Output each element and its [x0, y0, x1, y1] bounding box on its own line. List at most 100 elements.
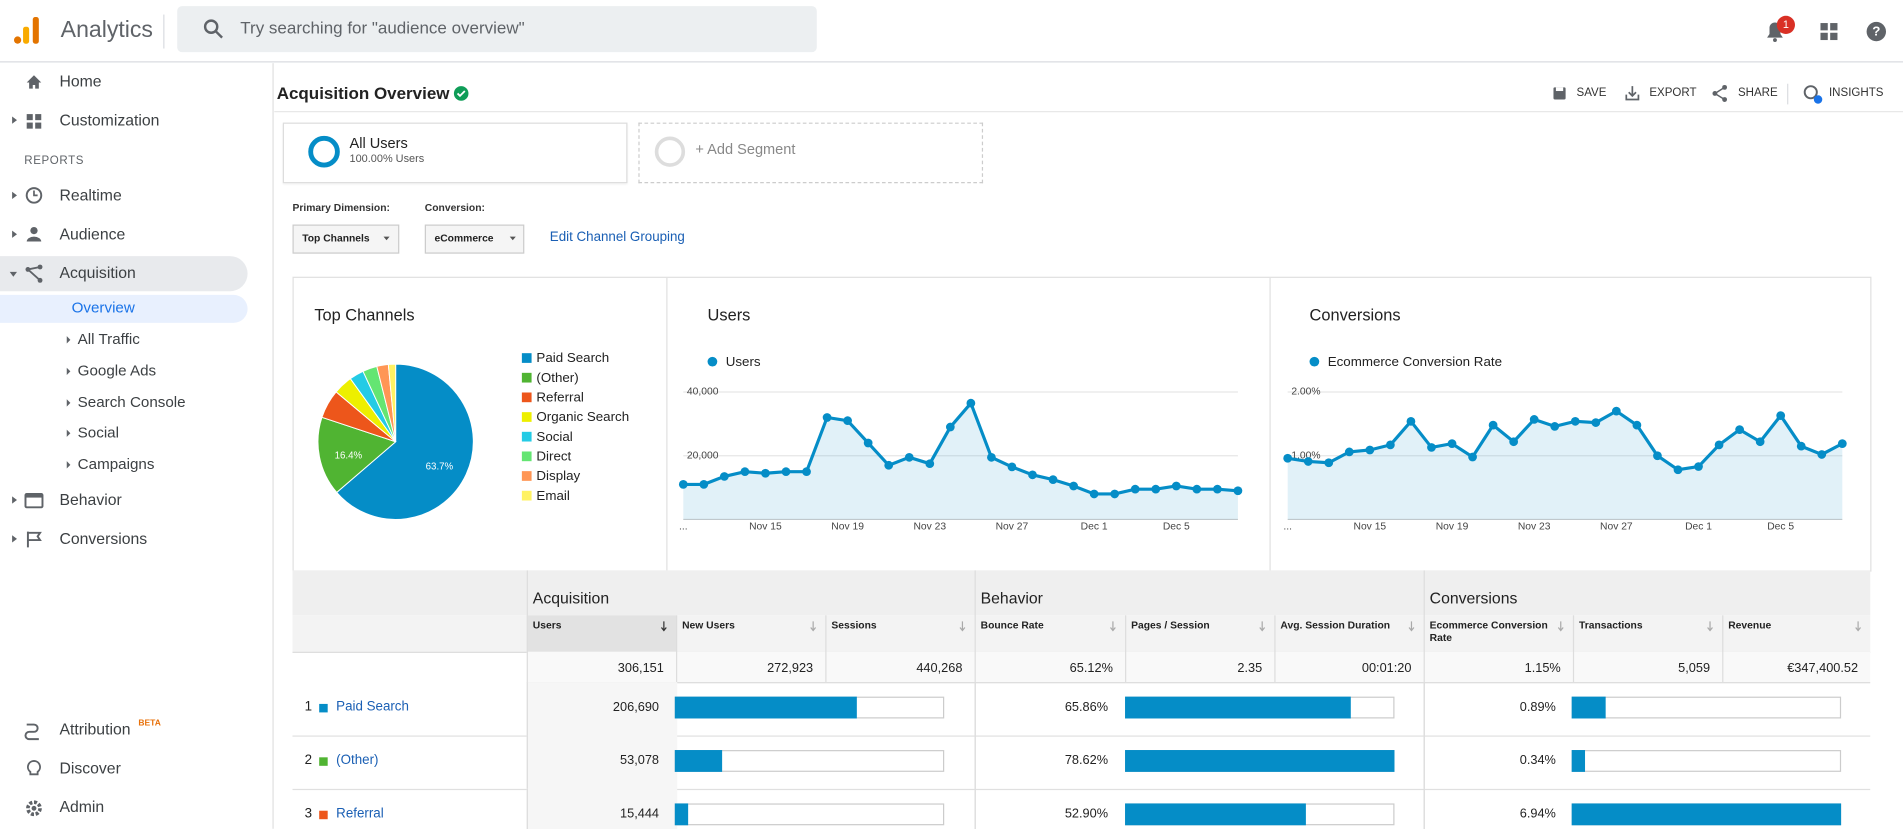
channel-swatch — [319, 810, 328, 820]
bar — [1125, 803, 1307, 826]
channel-link[interactable]: Paid Search — [336, 699, 409, 715]
row-value: 52.90% — [1064, 806, 1109, 822]
column-header[interactable]: Users — [532, 618, 562, 632]
total-value: 1.15% — [1524, 661, 1561, 676]
totals-row — [526, 651, 1871, 684]
nav-item[interactable]: Realtime — [59, 185, 122, 205]
col-divider — [1125, 615, 1127, 683]
nav-subitem[interactable]: Overview — [71, 299, 135, 317]
search-box[interactable] — [177, 6, 817, 53]
column-header[interactable]: Sessions — [831, 618, 877, 632]
bar — [674, 803, 689, 826]
total-value: 272,923 — [767, 661, 814, 676]
col-divider — [1423, 788, 1425, 829]
col-divider — [974, 735, 976, 789]
dropdown[interactable] — [292, 224, 400, 254]
nav-subitem[interactable]: Social — [77, 424, 119, 442]
report-action[interactable]: INSIGHTS — [1828, 86, 1884, 100]
control-label: Primary Dimension: — [292, 201, 390, 214]
col-divider — [974, 682, 976, 736]
segment-name: All Users — [349, 134, 408, 152]
bar-track — [674, 803, 945, 826]
table-row — [292, 735, 1871, 791]
column-header[interactable]: Avg. Session Duration — [1280, 618, 1391, 632]
edit-link[interactable]: Edit Channel Grouping — [549, 229, 685, 245]
add-segment-box[interactable] — [638, 122, 984, 184]
verified-icon — [453, 86, 469, 101]
bar — [1125, 696, 1351, 719]
nav-item[interactable]: Audience — [59, 224, 126, 243]
col-divider — [676, 615, 678, 683]
total-value: 65.12% — [1069, 661, 1113, 676]
nav-heading: REPORTS — [24, 154, 85, 168]
bar — [674, 750, 723, 772]
total-value: €347,400.52 — [1787, 661, 1859, 676]
dropdown-value: eCommerce — [434, 231, 494, 244]
nav-subitem[interactable]: Google Ads — [77, 362, 157, 380]
column-header[interactable]: Revenue — [1728, 618, 1772, 632]
beta-badge: BETA — [138, 719, 161, 728]
group-label: Acquisition — [532, 588, 610, 608]
sorted-header — [526, 615, 677, 652]
nav-item[interactable]: Customization — [59, 110, 160, 129]
nav-subitem[interactable]: Campaigns — [77, 455, 155, 473]
col-divider — [1572, 615, 1575, 683]
nav-item[interactable]: Home — [59, 71, 102, 91]
nav-item[interactable]: Conversions — [59, 529, 148, 548]
nav-subitem[interactable]: Search Console — [77, 393, 186, 411]
col-divider — [825, 615, 827, 683]
search-placeholder: Try searching for "audience overview" — [240, 17, 525, 38]
control-label: Conversion: — [424, 201, 485, 214]
channel-swatch — [319, 757, 328, 766]
bar — [674, 696, 857, 719]
column-header[interactable]: Transactions — [1578, 618, 1643, 632]
column-header[interactable]: New Users — [682, 618, 735, 632]
nav-item[interactable]: Admin — [59, 797, 105, 816]
channel-link[interactable]: Referral — [336, 806, 384, 821]
table-row — [292, 682, 1871, 737]
nav-subitem[interactable]: All Traffic — [77, 330, 140, 348]
nav-highlight — [0, 256, 248, 292]
col-divider — [1722, 615, 1724, 683]
column-header[interactable]: Ecommerce Conversion Rate — [1429, 618, 1548, 644]
group-label: Behavior — [980, 588, 1043, 608]
nav-item[interactable]: Behavior — [59, 490, 122, 509]
bar-track — [1571, 750, 1842, 772]
report-action[interactable]: SHARE — [1737, 86, 1778, 100]
total-value: 440,268 — [916, 661, 963, 676]
row-value: 15,444 — [620, 806, 660, 822]
channel-swatch — [319, 703, 328, 713]
sorted-cell — [526, 788, 678, 829]
column-header[interactable]: Bounce Rate — [980, 618, 1044, 632]
sidebar-arrows — [9, 116, 71, 543]
col-divider — [1274, 615, 1276, 683]
bar — [1571, 696, 1607, 719]
chart-title: Top Channels — [314, 305, 415, 324]
row-value: 0.89% — [1519, 699, 1556, 715]
table-group-row — [292, 570, 1871, 616]
segment-share: 100.00% Users — [349, 152, 425, 165]
row-value: 78.62% — [1064, 753, 1109, 768]
row-rank: 3 — [304, 806, 313, 821]
report-action[interactable]: SAVE — [1576, 86, 1607, 100]
col-divider — [1423, 682, 1425, 736]
nav-selected — [0, 294, 248, 323]
notification-badge: 1 — [1776, 15, 1795, 34]
panel-divider — [666, 277, 668, 571]
group-label: Conversions — [1429, 588, 1518, 608]
column-header[interactable]: Pages / Session — [1131, 618, 1210, 632]
report-action[interactable]: EXPORT — [1649, 86, 1697, 100]
bar — [1125, 750, 1395, 772]
svg-text:?: ? — [1872, 24, 1880, 39]
nav-item[interactable]: Attribution — [59, 719, 131, 739]
segment-box[interactable] — [282, 122, 628, 184]
add-segment[interactable]: + Add Segment — [695, 140, 796, 158]
sorted-cell — [526, 735, 678, 789]
row-value: 65.86% — [1064, 699, 1109, 715]
bar-track — [1571, 696, 1842, 719]
channel-link[interactable]: (Other) — [336, 752, 379, 768]
total-value: 306,151 — [617, 661, 664, 676]
nav-item[interactable]: Discover — [59, 758, 121, 777]
nav-item[interactable]: Acquisition — [59, 263, 136, 282]
